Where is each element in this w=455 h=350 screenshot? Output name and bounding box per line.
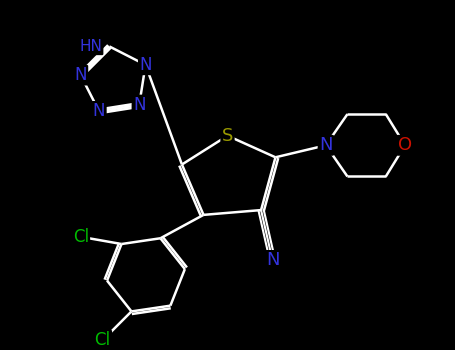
Text: S: S <box>222 127 233 145</box>
Text: N: N <box>93 102 105 120</box>
Text: N: N <box>75 66 87 84</box>
Text: HN: HN <box>79 39 102 54</box>
Text: N: N <box>319 136 333 154</box>
Text: Cl: Cl <box>73 228 89 246</box>
Text: N: N <box>133 96 146 114</box>
Text: Cl: Cl <box>95 331 111 349</box>
Text: O: O <box>398 136 412 154</box>
Text: N: N <box>266 251 280 270</box>
Text: N: N <box>139 56 152 74</box>
